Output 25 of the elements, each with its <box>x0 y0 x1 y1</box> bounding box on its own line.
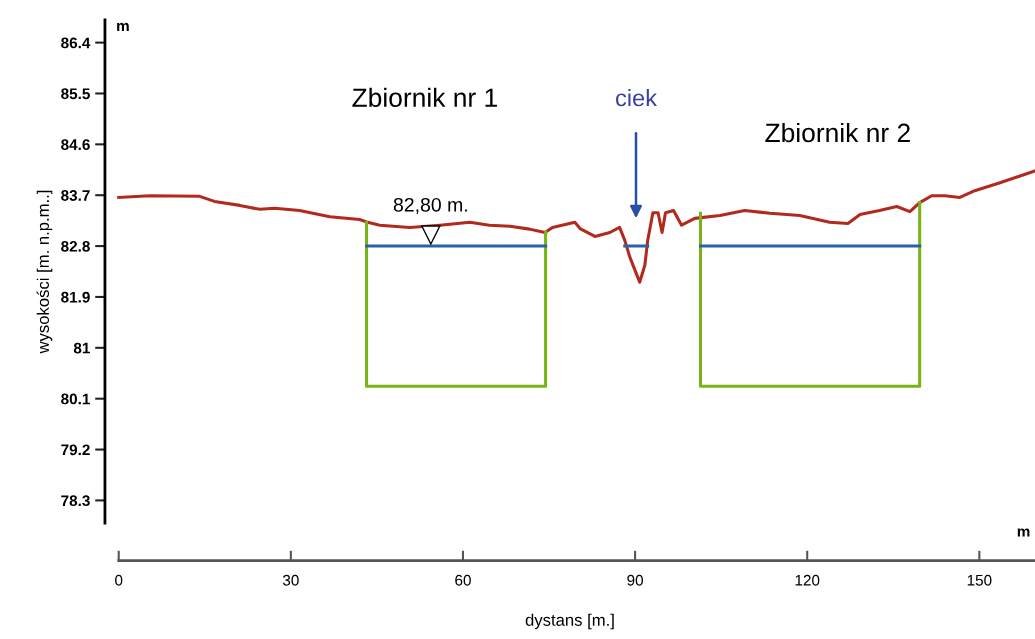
x-tick-label: 90 <box>627 574 643 586</box>
annotation: m <box>117 22 129 32</box>
line-series <box>117 169 1035 284</box>
y-axis-title: wysokości [m. n.p.m..] <box>36 190 53 354</box>
y-tick-label: 85.5 <box>61 88 90 100</box>
x-tick-label: 120 <box>795 574 820 586</box>
annotation: 82,80 m. <box>393 197 467 214</box>
x-tick-label: 30 <box>282 574 299 586</box>
y-tick-label: 86.4 <box>61 37 91 49</box>
y-tick-label: 81 <box>73 342 90 354</box>
y-tick-label: 80.1 <box>61 393 90 405</box>
annotation: Zbiornik nr 1 <box>352 87 497 108</box>
x-tick-label: 150 <box>967 574 992 586</box>
x-tick-label: 0 <box>115 574 123 586</box>
y-tick-label: 79.2 <box>61 444 90 456</box>
x-axis-title: dystans [m.] <box>525 613 614 630</box>
y-tick-label: 84.6 <box>61 139 90 151</box>
y-tick-label: 78.3 <box>61 495 90 507</box>
y-tick-label: 81.9 <box>61 291 90 303</box>
text: m <box>1017 528 1030 537</box>
y-tick-label: 82.8 <box>61 240 90 252</box>
annotation: ciek <box>616 88 658 107</box>
x-tick-label: 60 <box>455 574 471 586</box>
annotation: Zbiornik nr 2 <box>765 122 910 143</box>
y-tick-label: 83.7 <box>61 190 90 201</box>
